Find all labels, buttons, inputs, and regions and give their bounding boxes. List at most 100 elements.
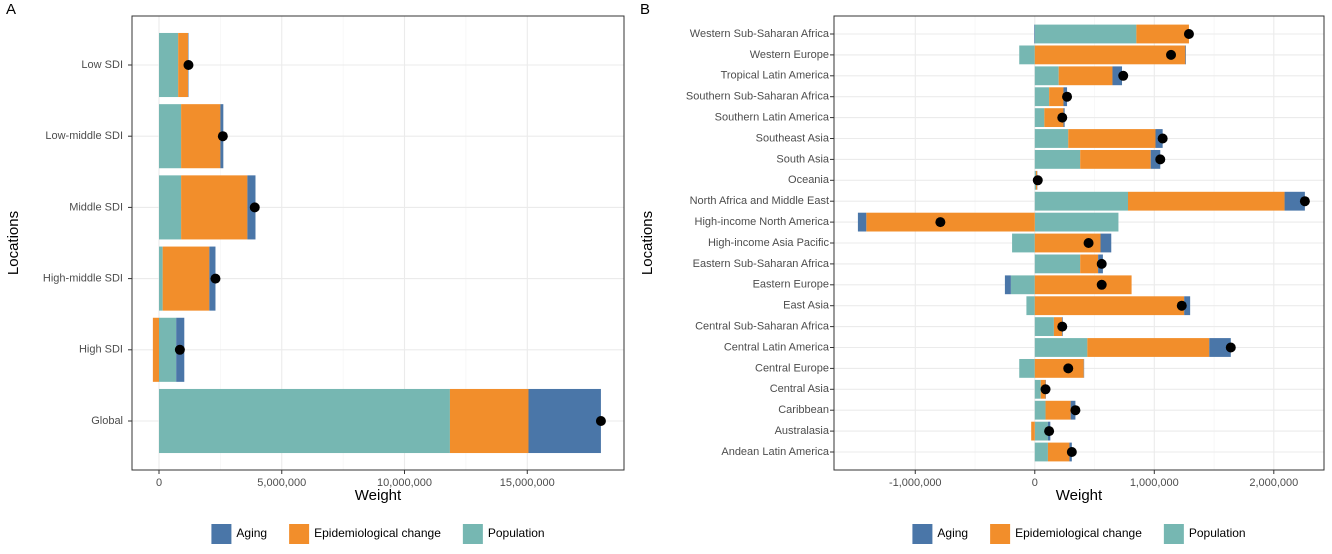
bar-segment [159, 247, 163, 311]
total-point [935, 217, 945, 227]
bar-segment [1035, 150, 1080, 169]
panel-label: A [6, 1, 16, 18]
total-point [1300, 196, 1310, 206]
y-tick-label: Low SDI [81, 59, 123, 71]
bar-segment [1035, 296, 1184, 315]
bar-segment [1035, 380, 1041, 399]
bar-segment [1035, 443, 1048, 462]
y-tick-label: Central Asia [770, 383, 830, 395]
x-axis-title: Weight [355, 487, 402, 504]
bar-segment [1011, 275, 1035, 294]
total-point [183, 60, 193, 70]
y-tick-label: High SDI [79, 344, 123, 356]
total-point [250, 202, 260, 212]
total-point [1158, 134, 1168, 144]
bar-segment [1049, 87, 1063, 106]
bar-segment [1087, 338, 1209, 357]
bar-segment [1035, 192, 1128, 211]
bar-segment [1005, 275, 1011, 294]
legend-label: Epidemiological change [1015, 526, 1142, 540]
y-tick-label: Southern Sub-Saharan Africa [686, 91, 830, 103]
bar-segment [163, 247, 210, 311]
bar-segment [1080, 150, 1151, 169]
legend-swatch [990, 524, 1010, 544]
bar-segment [1035, 66, 1059, 85]
total-point [1067, 447, 1077, 457]
total-point [1070, 405, 1080, 415]
y-tick-label: Australasia [775, 425, 830, 437]
bar-segment [1046, 401, 1071, 420]
y-tick-label: Eastern Europe [753, 279, 829, 291]
legend-label: Epidemiological change [314, 526, 441, 540]
legend-swatch [912, 524, 932, 544]
total-point [218, 131, 228, 141]
total-point [1033, 175, 1043, 185]
total-point [1097, 259, 1107, 269]
legend-label: Population [1189, 526, 1246, 540]
legend-swatch [289, 524, 309, 544]
bar-segment [1026, 296, 1034, 315]
bar-segment [1059, 66, 1113, 85]
total-point [1226, 343, 1236, 353]
legend-swatch [463, 524, 483, 544]
y-tick-label: High-income North America [695, 216, 830, 228]
bar-segment [866, 213, 1035, 232]
bar-segment [1035, 338, 1088, 357]
bar-segment [1019, 45, 1035, 64]
legend-swatch [1164, 524, 1184, 544]
bar-segment [1035, 317, 1054, 336]
bar-segment [1035, 359, 1084, 378]
legend-label: Population [488, 526, 545, 540]
legend-swatch [211, 524, 231, 544]
panel-label: B [640, 1, 650, 18]
y-tick-label: Tropical Latin America [721, 70, 830, 82]
total-point [1063, 363, 1073, 373]
x-tick-label: 2,000,000 [1249, 477, 1298, 489]
total-point [1044, 426, 1054, 436]
y-tick-label: Central Europe [755, 362, 829, 374]
total-point [1177, 301, 1187, 311]
y-tick-label: Low-middle SDI [45, 130, 123, 142]
y-axis-title: Locations [639, 211, 656, 275]
total-point [1184, 29, 1194, 39]
y-tick-label: Middle SDI [69, 201, 123, 213]
y-tick-label: High-middle SDI [43, 273, 123, 285]
total-point [1041, 384, 1051, 394]
bar-segment [159, 318, 176, 382]
bar-segment [1128, 192, 1285, 211]
y-tick-label: South Asia [776, 153, 829, 165]
y-tick-label: Western Sub-Saharan Africa [690, 28, 830, 40]
bar-segment [1048, 443, 1070, 462]
y-tick-label: Oceania [788, 174, 830, 186]
total-point [596, 416, 606, 426]
total-point [1155, 154, 1165, 164]
legend-label: Aging [937, 526, 968, 540]
bar-segment [1035, 254, 1080, 273]
bar-segment [1068, 129, 1155, 148]
x-tick-label: 1,000,000 [1130, 477, 1179, 489]
bar-segment [1031, 422, 1035, 441]
x-tick-label: 5,000,000 [257, 477, 306, 489]
y-tick-label: High-income Asia Pacific [708, 237, 830, 249]
x-tick-label: 0 [156, 477, 162, 489]
bar-segment [1012, 234, 1035, 253]
bar-segment [450, 389, 529, 453]
total-point [1057, 113, 1067, 123]
bar-segment [858, 213, 866, 232]
total-point [1166, 50, 1176, 60]
total-point [1084, 238, 1094, 248]
bar-segment [1035, 87, 1049, 106]
y-tick-label: Global [91, 415, 123, 427]
y-tick-label: Caribbean [778, 404, 829, 416]
y-tick-label: Central Latin America [724, 341, 830, 353]
y-tick-label: Andean Latin America [721, 446, 830, 458]
total-point [1057, 322, 1067, 332]
legend: Aging Epidemiological change Population [912, 524, 1245, 544]
bar-segment [1035, 129, 1068, 148]
bar-segment [1035, 25, 1137, 44]
bar-segment [1035, 45, 1186, 64]
bar-segment [528, 389, 600, 453]
y-tick-label: East Asia [783, 300, 830, 312]
